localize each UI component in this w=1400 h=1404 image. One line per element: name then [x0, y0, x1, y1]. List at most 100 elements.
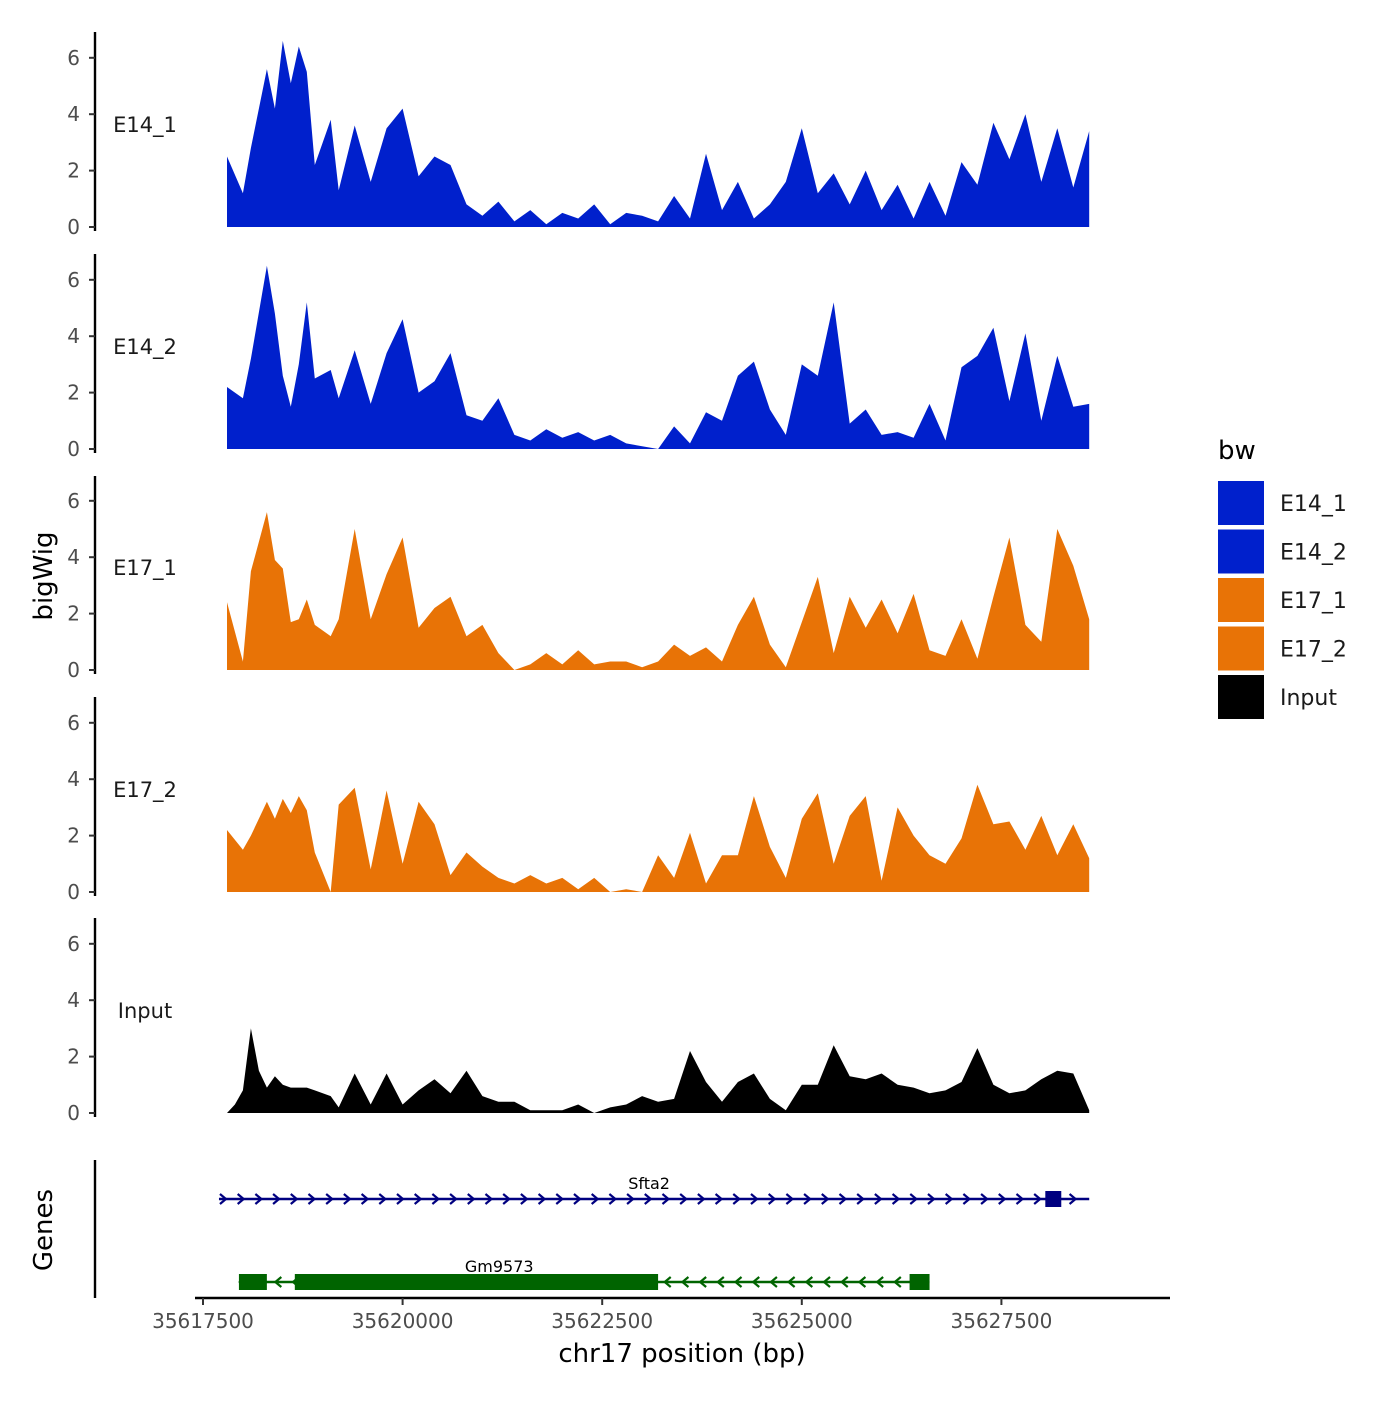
track-label: E14_2	[113, 335, 177, 360]
y-tick-label: 4	[67, 102, 80, 126]
track-E14_2: 0 2 4 6 E14_2	[67, 254, 1090, 461]
strand-chevron	[893, 1276, 902, 1288]
strand-chevron	[698, 1276, 707, 1288]
strand-chevron	[822, 1276, 831, 1288]
exon	[294, 1274, 659, 1290]
legend: bw E14_1 E14_2 E17_1 E17_2 Input	[1218, 436, 1347, 719]
strand-chevron	[537, 1193, 547, 1205]
y-tick-label: 2	[67, 381, 80, 405]
track-label: E17_2	[113, 778, 177, 803]
track-E14_1: 0 2 4 6 E14_1	[67, 32, 1090, 239]
strand-chevron	[838, 1193, 848, 1205]
y-tick-label: 2	[67, 824, 80, 848]
y-tick-label: 4	[67, 324, 80, 348]
strand-chevron	[716, 1276, 725, 1288]
strand-chevron	[1068, 1193, 1078, 1205]
y-tick-label: 4	[67, 767, 80, 791]
strand-chevron	[803, 1193, 812, 1205]
strand-chevron	[573, 1193, 582, 1205]
strand-chevron	[273, 1276, 283, 1288]
x-tick-label: 35625000	[751, 1309, 853, 1333]
y-tick-label: 2	[67, 602, 80, 626]
strand-chevron	[1033, 1193, 1042, 1205]
strand-chevron	[644, 1193, 653, 1205]
genes-axis-title: Genes	[29, 1189, 59, 1271]
strand-chevron	[732, 1193, 741, 1205]
strand-chevron	[484, 1193, 494, 1205]
exon	[1045, 1191, 1062, 1207]
strand-chevron	[714, 1193, 724, 1205]
strand-chevron	[626, 1193, 635, 1205]
gene-name-label: Sfta2	[628, 1174, 670, 1193]
y-tick-label: 6	[67, 932, 80, 956]
legend-key-Input	[1218, 675, 1264, 719]
legend-key-E14_1	[1218, 481, 1264, 525]
legend-label: E14_1	[1280, 492, 1347, 517]
tracks-group: 0 2 4 6 E14_1 0 2 4 6 E14_2 0 2 4 6 E17_1 0 2 4 6 E17_2 0 2 4 6…	[67, 32, 1090, 1125]
strand-chevron	[449, 1193, 458, 1205]
strand-chevron	[378, 1193, 387, 1205]
y-tick-label: 0	[67, 215, 80, 239]
y-tick-label: 6	[67, 489, 80, 513]
gene-Sfta2: Sfta2	[218, 1174, 1090, 1207]
strand-chevron	[697, 1193, 706, 1205]
strand-chevron	[891, 1193, 901, 1205]
strand-chevron	[661, 1193, 671, 1205]
strand-chevron	[663, 1276, 672, 1288]
track-E17_2: 0 2 4 6 E17_2	[67, 697, 1090, 904]
strand-chevron	[874, 1193, 883, 1205]
strand-chevron	[769, 1276, 778, 1288]
legend-key-E14_2	[1218, 529, 1264, 574]
y-tick-label: 6	[67, 268, 80, 292]
strand-chevron	[520, 1193, 529, 1205]
strand-chevron	[680, 1276, 690, 1288]
track-label: E14_1	[113, 113, 177, 138]
strand-chevron	[413, 1193, 423, 1205]
x-axis-title: chr17 position (bp)	[558, 1339, 805, 1369]
legend-label: E17_2	[1280, 638, 1347, 663]
y-tick-label: 0	[67, 437, 80, 461]
legend-key-E17_2	[1218, 626, 1264, 671]
strand-chevron	[856, 1193, 865, 1205]
strand-chevron	[396, 1193, 405, 1205]
exon	[909, 1274, 930, 1290]
strand-chevron	[360, 1193, 370, 1205]
legend-label: Input	[1280, 686, 1337, 711]
strand-chevron	[804, 1276, 814, 1288]
strand-chevron	[944, 1193, 954, 1205]
strand-chevron	[875, 1276, 884, 1288]
strand-chevron	[502, 1193, 511, 1205]
y-tick-label: 4	[67, 988, 80, 1012]
strand-chevron	[236, 1193, 246, 1205]
y-tick-label: 6	[67, 46, 80, 70]
strand-chevron	[254, 1193, 264, 1205]
strand-chevron	[733, 1276, 743, 1288]
x-tick-label: 35617500	[152, 1309, 254, 1333]
strand-chevron	[840, 1276, 849, 1288]
area-E17_1	[227, 512, 1090, 670]
y-axis-title: bigWig	[29, 531, 59, 620]
strand-chevron	[555, 1193, 564, 1205]
gene-Gm9573: Gm9573	[238, 1257, 930, 1290]
x-axis: 35617500 35620000 35622500 35625000 35627500	[152, 1296, 1170, 1333]
exon	[238, 1274, 267, 1290]
strand-chevron	[307, 1193, 317, 1205]
strand-chevron	[467, 1193, 476, 1205]
strand-chevron	[290, 1193, 299, 1205]
y-tick-label: 2	[67, 159, 80, 183]
x-tick-label: 35627500	[951, 1309, 1053, 1333]
area-E14_1	[227, 40, 1090, 228]
gene-name-label: Gm9573	[465, 1257, 534, 1276]
legend-label: E14_2	[1280, 541, 1347, 566]
strand-chevron	[590, 1193, 600, 1205]
strand-chevron	[980, 1193, 989, 1205]
legend-label: E17_1	[1280, 589, 1347, 614]
x-tick-label: 35622500	[551, 1309, 653, 1333]
track-label: E17_1	[113, 556, 177, 581]
y-tick-label: 0	[67, 1101, 80, 1125]
track-label: Input	[118, 999, 172, 1023]
legend-title: bw	[1218, 436, 1256, 466]
strand-chevron	[785, 1193, 795, 1205]
